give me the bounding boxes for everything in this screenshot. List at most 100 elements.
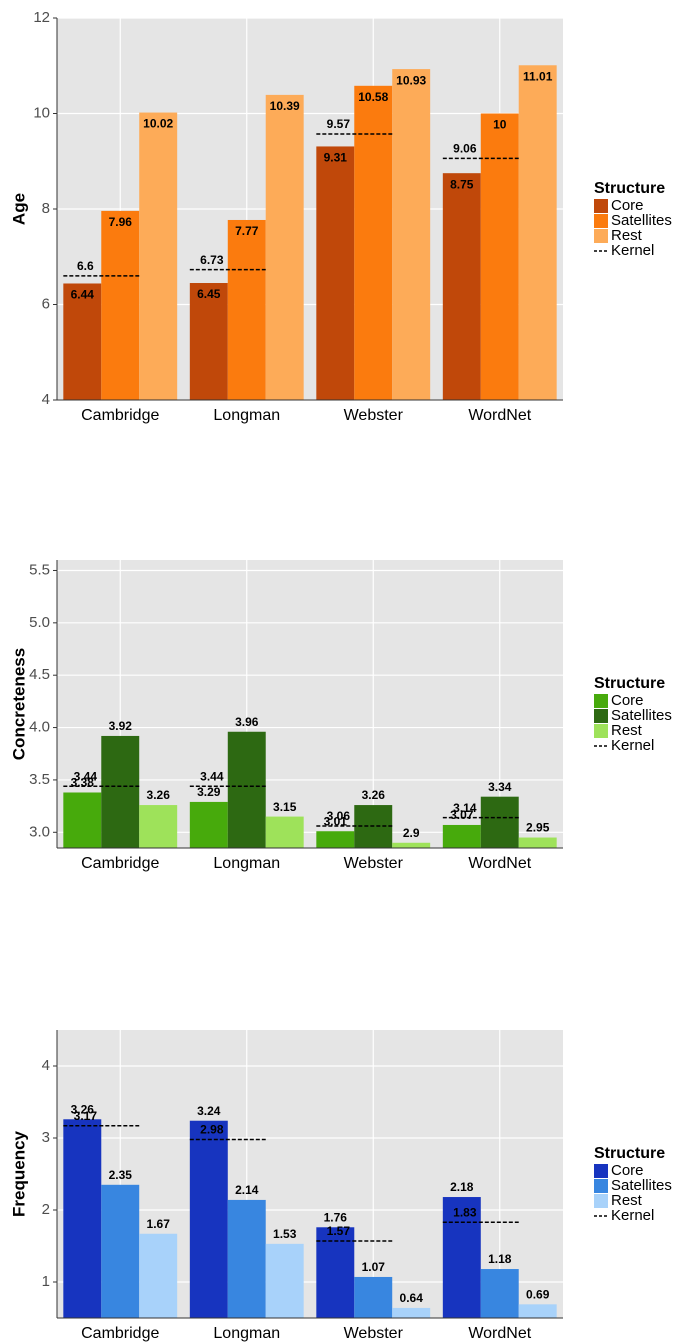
value-label: 3.07: [450, 808, 474, 822]
kernel-label: 9.57: [327, 117, 351, 131]
kernel-label: 1.83: [453, 1205, 477, 1219]
legend-swatch: [594, 1179, 608, 1193]
y-tick-label: 6: [42, 295, 50, 312]
bar: [101, 1184, 140, 1318]
kernel-label: 6.6: [77, 259, 94, 273]
bar: [265, 816, 304, 848]
value-label: 1.53: [273, 1227, 297, 1241]
plot-panel: [57, 560, 563, 848]
value-label: 3.26: [71, 1102, 95, 1116]
x-tick-label: Webster: [344, 407, 404, 424]
legend-label: Rest: [611, 722, 643, 739]
value-label: 1.67: [147, 1217, 171, 1231]
y-tick-label: 3: [42, 1129, 50, 1146]
bar: [480, 1269, 519, 1318]
y-axis-title: Concreteness: [9, 648, 28, 760]
legend-title: Structure: [594, 180, 665, 197]
value-label: 10.58: [358, 90, 388, 104]
value-label: 1.76: [324, 1210, 348, 1224]
legend-swatch: [594, 1194, 608, 1208]
bar: [442, 173, 481, 400]
value-label: 3.15: [273, 800, 297, 814]
kernel-label: 3.14: [453, 801, 477, 815]
value-label: 3.01: [324, 814, 348, 828]
legend-swatch: [594, 199, 608, 213]
bar: [316, 146, 355, 400]
bar: [189, 801, 228, 848]
value-label: 10: [493, 118, 507, 132]
bar: [354, 1276, 393, 1318]
y-tick-label: 3.0: [29, 823, 50, 840]
value-label: 0.69: [526, 1287, 550, 1301]
x-tick-label: Cambridge: [81, 855, 159, 872]
bar: [480, 796, 519, 848]
bar: [265, 94, 304, 400]
legend-label: Satellites: [611, 1177, 672, 1194]
bar: [63, 1119, 102, 1318]
y-tick-label: 10: [33, 104, 50, 121]
legend-label: Core: [611, 1162, 644, 1179]
y-tick-label: 1: [42, 1273, 50, 1290]
bar: [139, 1233, 178, 1318]
kernel-label: 6.73: [200, 253, 224, 267]
bar: [442, 824, 481, 848]
kernel-label: 1.57: [327, 1224, 351, 1238]
bar: [227, 731, 266, 848]
value-label: 1.18: [488, 1252, 512, 1266]
bar: [227, 1199, 266, 1318]
x-tick-label: Cambridge: [81, 1325, 159, 1342]
y-tick-label: 2: [42, 1201, 50, 1218]
legend-label: Core: [611, 692, 644, 709]
value-label: 2.35: [109, 1168, 133, 1182]
value-label: 7.77: [235, 224, 259, 238]
legend-label: Rest: [611, 227, 643, 244]
value-label: 2.9: [403, 826, 420, 840]
value-label: 9.31: [324, 151, 348, 165]
legend-label: Satellites: [611, 212, 672, 229]
legend-label: Core: [611, 197, 644, 214]
bar: [354, 85, 393, 401]
x-tick-label: Longman: [213, 407, 280, 424]
value-label: 11.01: [523, 69, 553, 83]
x-tick-label: Cambridge: [81, 407, 159, 424]
kernel-label: 3.44: [74, 769, 98, 783]
x-tick-label: WordNet: [468, 407, 531, 424]
value-label: 10.93: [396, 73, 426, 87]
x-tick-label: Longman: [213, 855, 280, 872]
bar: [101, 735, 140, 848]
x-tick-label: Webster: [344, 855, 404, 872]
bar: [518, 837, 557, 848]
bar: [189, 283, 228, 400]
bar: [265, 1243, 304, 1318]
bar: [227, 219, 266, 400]
y-tick-label: 4.0: [29, 719, 50, 736]
x-tick-label: WordNet: [468, 1325, 531, 1342]
kernel-label: 3.06: [327, 809, 351, 823]
value-label: 3.26: [362, 788, 386, 802]
value-label: 7.96: [109, 215, 133, 229]
kernel-label: 9.06: [453, 142, 477, 156]
legend-swatch: [594, 724, 608, 738]
bar: [518, 65, 557, 401]
y-tick-label: 8: [42, 200, 50, 217]
bar: [101, 210, 140, 400]
value-label: 8.75: [450, 177, 474, 191]
x-tick-label: Webster: [344, 1325, 404, 1342]
y-tick-label: 4.5: [29, 666, 50, 683]
bar: [63, 792, 102, 848]
legend-label: Kernel: [611, 1207, 654, 1224]
bar: [392, 69, 431, 400]
legend-title: Structure: [594, 675, 665, 692]
y-tick-label: 5.0: [29, 614, 50, 631]
value-label: 3.24: [197, 1104, 221, 1118]
y-tick-label: 3.5: [29, 771, 50, 788]
value-label: 10.02: [143, 117, 173, 131]
bar: [392, 1307, 431, 1318]
y-tick-label: 4: [42, 391, 50, 408]
y-tick-label: 12: [33, 9, 50, 26]
legend-swatch: [594, 694, 608, 708]
value-label: 6.44: [71, 288, 95, 302]
bar: [139, 112, 178, 401]
legend-swatch: [594, 214, 608, 228]
